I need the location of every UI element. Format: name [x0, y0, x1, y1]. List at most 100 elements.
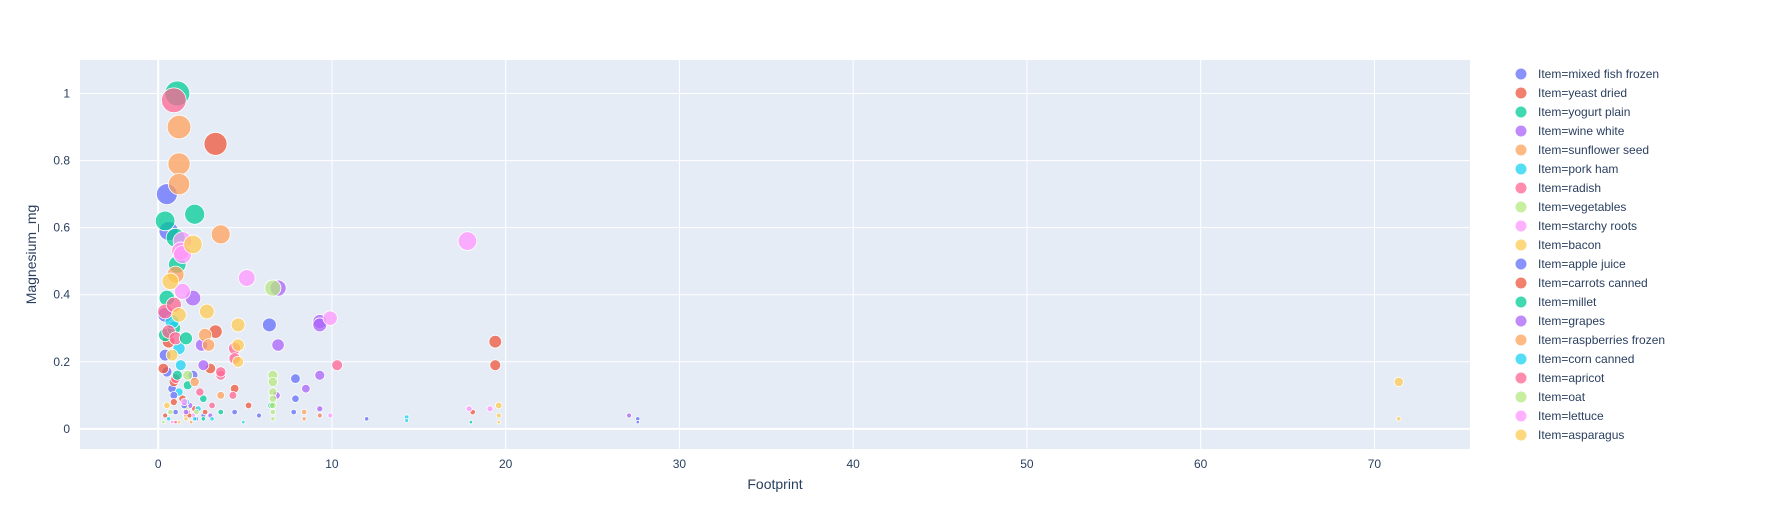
- data-point[interactable]: [328, 413, 333, 418]
- data-point[interactable]: [168, 153, 190, 175]
- legend-label[interactable]: Item=yogurt plain: [1538, 105, 1630, 119]
- data-point[interactable]: [317, 406, 323, 412]
- data-point[interactable]: [458, 232, 477, 251]
- legend-label[interactable]: Item=raspberries frozen: [1538, 333, 1665, 347]
- data-point[interactable]: [164, 402, 171, 409]
- legend-marker[interactable]: [1516, 373, 1527, 384]
- data-point[interactable]: [202, 409, 208, 415]
- data-point[interactable]: [302, 384, 311, 393]
- data-point[interactable]: [217, 391, 225, 399]
- data-point[interactable]: [168, 173, 189, 194]
- data-point[interactable]: [496, 413, 501, 418]
- data-point[interactable]: [201, 417, 205, 421]
- legend-marker[interactable]: [1516, 354, 1527, 365]
- data-point[interactable]: [193, 417, 197, 421]
- data-point[interactable]: [636, 420, 640, 424]
- data-point[interactable]: [302, 417, 306, 421]
- legend-marker[interactable]: [1516, 430, 1527, 441]
- data-point[interactable]: [405, 419, 409, 423]
- legend-label[interactable]: Item=corn canned: [1538, 352, 1634, 366]
- data-point[interactable]: [172, 308, 187, 323]
- data-point[interactable]: [199, 304, 214, 319]
- data-point[interactable]: [323, 311, 337, 325]
- data-point[interactable]: [173, 409, 179, 415]
- data-point[interactable]: [175, 360, 186, 371]
- data-point[interactable]: [268, 377, 277, 386]
- data-point[interactable]: [270, 402, 277, 409]
- data-point[interactable]: [232, 409, 238, 415]
- legend-marker[interactable]: [1516, 259, 1527, 270]
- data-point[interactable]: [301, 409, 307, 415]
- legend-label[interactable]: Item=mixed fish frozen: [1538, 67, 1659, 81]
- data-point[interactable]: [196, 388, 204, 396]
- data-point[interactable]: [292, 395, 300, 403]
- legend-marker[interactable]: [1516, 164, 1527, 175]
- legend-label[interactable]: Item=oat: [1538, 390, 1586, 404]
- legend-label[interactable]: Item=starchy roots: [1538, 219, 1637, 233]
- data-point[interactable]: [291, 409, 297, 415]
- legend-label[interactable]: Item=millet: [1538, 295, 1597, 309]
- legend-label[interactable]: Item=yeast dried: [1538, 86, 1627, 100]
- data-point[interactable]: [495, 402, 502, 409]
- data-point[interactable]: [166, 349, 178, 361]
- data-point[interactable]: [181, 399, 188, 406]
- legend-label[interactable]: Item=grapes: [1538, 314, 1605, 328]
- data-point[interactable]: [1394, 377, 1403, 386]
- legend-marker[interactable]: [1516, 278, 1527, 289]
- data-point[interactable]: [174, 420, 178, 424]
- data-point[interactable]: [365, 417, 369, 421]
- legend-marker[interactable]: [1516, 335, 1527, 346]
- data-point[interactable]: [317, 413, 322, 418]
- data-point[interactable]: [168, 409, 174, 415]
- data-point[interactable]: [183, 370, 193, 380]
- legend-marker[interactable]: [1516, 392, 1527, 403]
- data-point[interactable]: [189, 420, 193, 424]
- data-point[interactable]: [170, 399, 177, 406]
- data-point[interactable]: [332, 360, 343, 371]
- legend-marker[interactable]: [1516, 145, 1527, 156]
- legend-marker[interactable]: [1516, 221, 1527, 232]
- legend-marker[interactable]: [1516, 316, 1527, 327]
- data-point[interactable]: [489, 335, 502, 348]
- data-point[interactable]: [202, 339, 215, 352]
- data-point[interactable]: [627, 413, 632, 418]
- data-point[interactable]: [469, 420, 473, 424]
- data-point[interactable]: [269, 395, 277, 403]
- legend-label[interactable]: Item=bacon: [1538, 238, 1601, 252]
- data-point[interactable]: [271, 417, 275, 421]
- data-point[interactable]: [162, 420, 166, 424]
- legend-marker[interactable]: [1516, 183, 1527, 194]
- data-point[interactable]: [161, 88, 186, 113]
- data-point[interactable]: [170, 420, 174, 424]
- legend-label[interactable]: Item=wine white: [1538, 124, 1625, 138]
- legend-marker[interactable]: [1516, 107, 1527, 118]
- legend-label[interactable]: Item=apricot: [1538, 371, 1605, 385]
- data-point[interactable]: [179, 332, 192, 345]
- data-point[interactable]: [229, 391, 237, 399]
- data-point[interactable]: [209, 402, 216, 409]
- legend-marker[interactable]: [1516, 240, 1527, 251]
- data-point[interactable]: [487, 406, 493, 412]
- data-point[interactable]: [291, 374, 301, 384]
- legend-label[interactable]: Item=apple juice: [1538, 257, 1626, 271]
- data-point[interactable]: [315, 370, 325, 380]
- data-point[interactable]: [172, 370, 182, 380]
- data-point[interactable]: [256, 413, 261, 418]
- data-point[interactable]: [466, 406, 472, 412]
- legend-label[interactable]: Item=sunflower seed: [1538, 143, 1649, 157]
- data-point[interactable]: [272, 339, 285, 352]
- data-point[interactable]: [177, 420, 181, 424]
- legend-marker[interactable]: [1516, 411, 1527, 422]
- data-point[interactable]: [233, 356, 244, 367]
- data-point[interactable]: [262, 318, 276, 332]
- legend-marker[interactable]: [1516, 88, 1527, 99]
- data-point[interactable]: [185, 204, 205, 224]
- legend-label[interactable]: Item=asparagus: [1538, 428, 1624, 442]
- data-point[interactable]: [218, 409, 224, 415]
- data-point[interactable]: [158, 363, 169, 374]
- data-point[interactable]: [166, 417, 170, 421]
- data-point[interactable]: [270, 409, 276, 415]
- data-point[interactable]: [245, 402, 252, 409]
- data-point[interactable]: [238, 270, 255, 287]
- data-point[interactable]: [198, 360, 209, 371]
